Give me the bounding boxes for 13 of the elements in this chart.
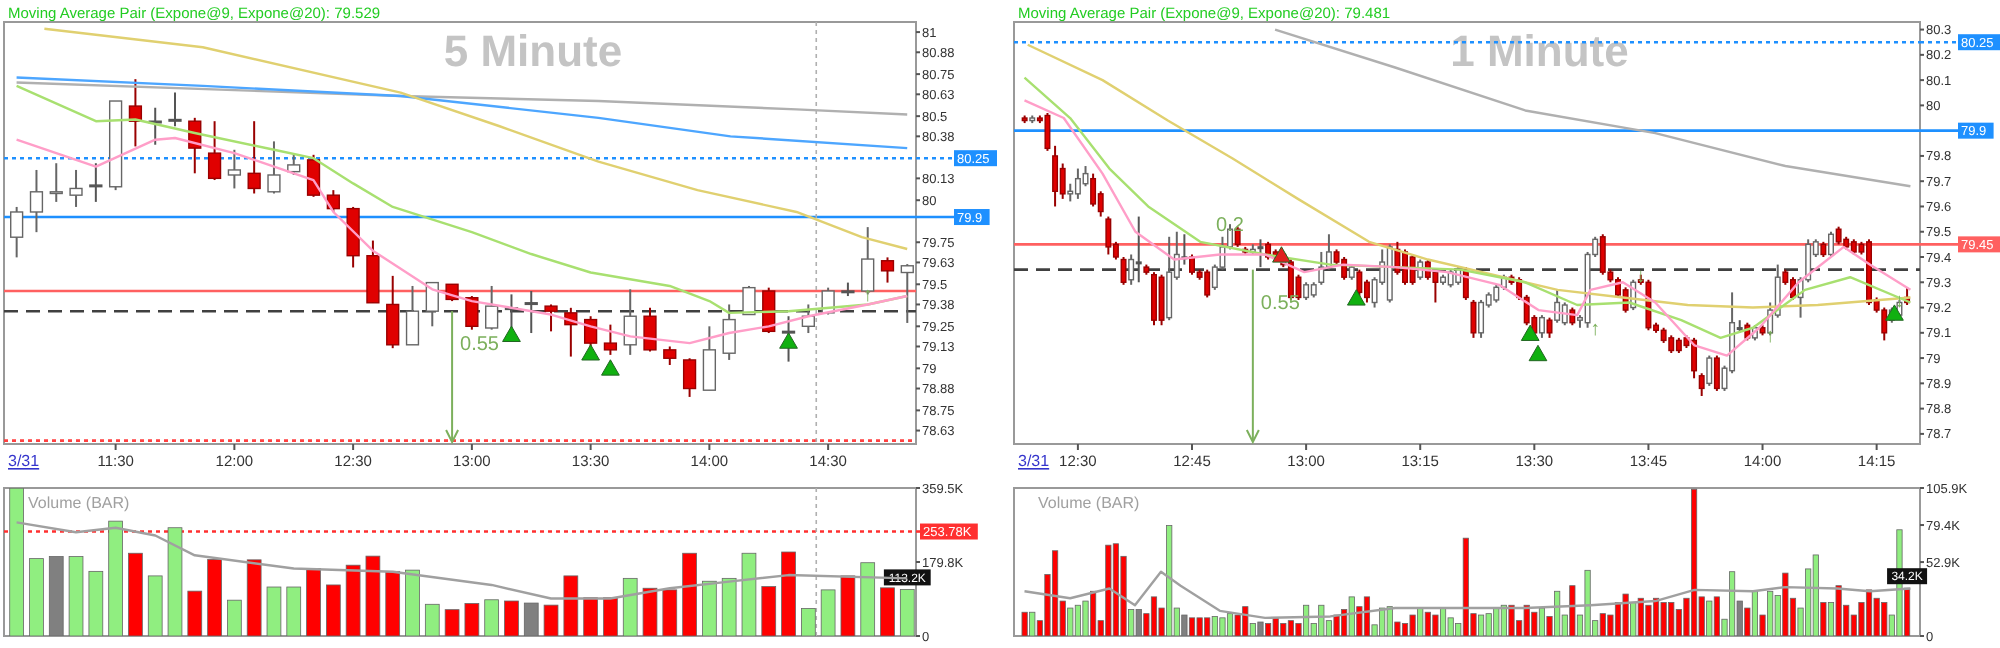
annotation: 0.2 xyxy=(1216,215,1245,238)
annotation: ↓ xyxy=(1894,290,1905,313)
annotation: 0.55 xyxy=(1260,292,1301,315)
annotation: ↑ xyxy=(1590,318,1601,341)
chart-title: Volume (BAR) xyxy=(28,494,131,512)
annotation: ↑ xyxy=(862,285,873,308)
chart-title: Volume (BAR) xyxy=(1038,494,1141,512)
text: 3/31 xyxy=(1018,452,1051,470)
annotation: ↓ xyxy=(1635,265,1646,288)
text: 3/31 xyxy=(8,452,41,470)
annotation: ↑ xyxy=(1765,326,1776,349)
annotation: 0.55 xyxy=(460,334,500,357)
chart-title: 5 Minute xyxy=(443,26,623,76)
